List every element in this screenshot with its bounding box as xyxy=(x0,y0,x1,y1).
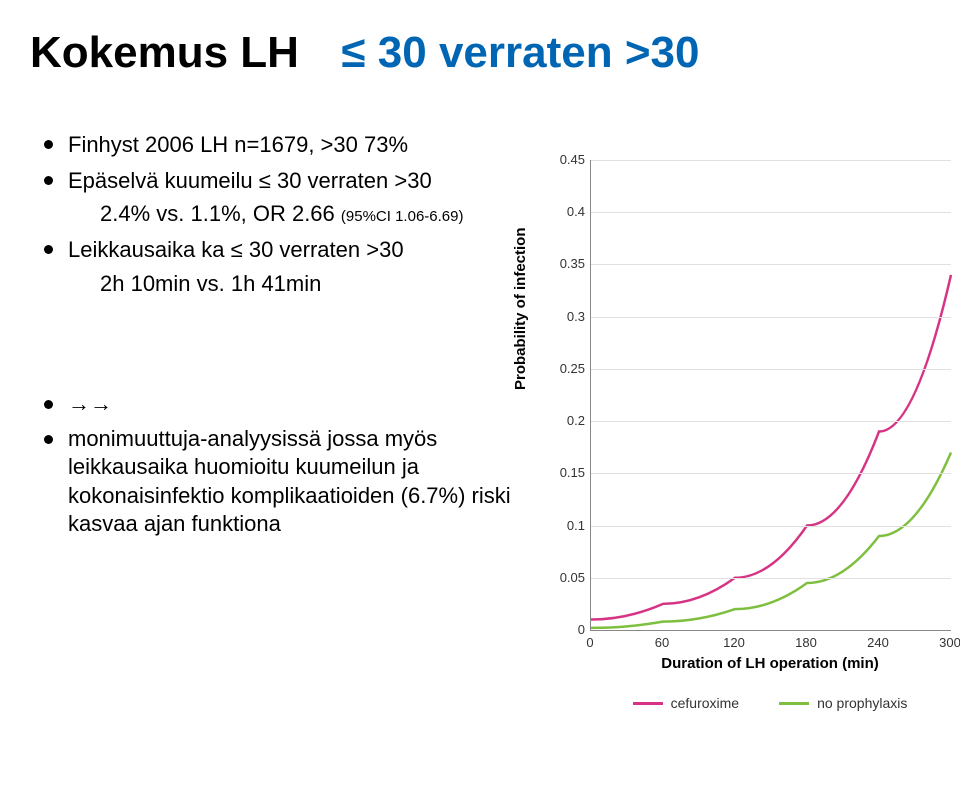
gridline xyxy=(591,369,951,370)
x-tick: 180 xyxy=(795,635,817,650)
legend-line-1 xyxy=(779,702,809,705)
gridline xyxy=(591,160,951,161)
title-blue: ≤ 30 verraten >30 xyxy=(341,28,699,77)
legend-label-0: cefuroxime xyxy=(671,695,739,711)
y-tick: 0.2 xyxy=(535,413,585,428)
top-bullet-list: Finhyst 2006 LH n=1679, >30 73% Epäselvä… xyxy=(40,130,540,304)
bullet-2-sub: 2.4% vs. 1.1%, OR 2.66 (95%CI 1.06-6.69) xyxy=(40,199,540,229)
gridline xyxy=(591,526,951,527)
y-tick: 0.25 xyxy=(535,361,585,376)
y-tick: 0.05 xyxy=(535,570,585,585)
bullet-multivariate: monimuuttuja-analyysissä jossa myös leik… xyxy=(40,425,540,539)
y-axis-label: Probability of infection xyxy=(512,227,529,390)
x-tick: 300 xyxy=(939,635,960,650)
legend-line-0 xyxy=(633,702,663,705)
gridline xyxy=(591,473,951,474)
y-tick: 0.4 xyxy=(535,204,585,219)
bullet-3-sub: 2h 10min vs. 1h 41min xyxy=(40,269,540,299)
x-tick: 120 xyxy=(723,635,745,650)
chart-legend: cefuroxime no prophylaxis xyxy=(590,695,950,711)
legend-label-1: no prophylaxis xyxy=(817,695,907,711)
chart-lines xyxy=(591,160,951,630)
probability-chart: Probability of infection Duration of LH … xyxy=(510,150,960,720)
x-tick: 60 xyxy=(655,635,669,650)
bullet-arrow: →→ xyxy=(40,390,540,419)
y-tick: 0.35 xyxy=(535,256,585,271)
y-tick: 0.1 xyxy=(535,518,585,533)
gridline xyxy=(591,578,951,579)
legend-item-noprophylaxis: no prophylaxis xyxy=(779,695,907,711)
y-tick: 0.45 xyxy=(535,152,585,167)
gridline xyxy=(591,212,951,213)
bullet-1: Finhyst 2006 LH n=1679, >30 73% xyxy=(40,130,540,160)
series-no prophylaxis xyxy=(591,452,951,627)
x-axis-label: Duration of LH operation (min) xyxy=(590,655,950,672)
bottom-bullet-list: →→ monimuuttuja-analyysissä jossa myös l… xyxy=(40,390,540,545)
y-tick: 0.3 xyxy=(535,309,585,324)
gridline xyxy=(591,317,951,318)
gridline xyxy=(591,421,951,422)
slide-title: Kokemus LH ≤ 30 verraten >30 xyxy=(30,28,699,78)
bullet-3: Leikkausaika ka ≤ 30 verraten >30 xyxy=(40,235,540,265)
title-black: Kokemus LH xyxy=(30,28,299,77)
series-cefuroxime xyxy=(591,275,951,620)
y-tick: 0 xyxy=(535,622,585,637)
legend-item-cefuroxime: cefuroxime xyxy=(633,695,739,711)
x-tick: 0 xyxy=(586,635,593,650)
x-tick: 240 xyxy=(867,635,889,650)
plot-area xyxy=(590,160,951,631)
gridline xyxy=(591,264,951,265)
bullet-2: Epäselvä kuumeilu ≤ 30 verraten >30 xyxy=(40,166,540,196)
y-tick: 0.15 xyxy=(535,465,585,480)
